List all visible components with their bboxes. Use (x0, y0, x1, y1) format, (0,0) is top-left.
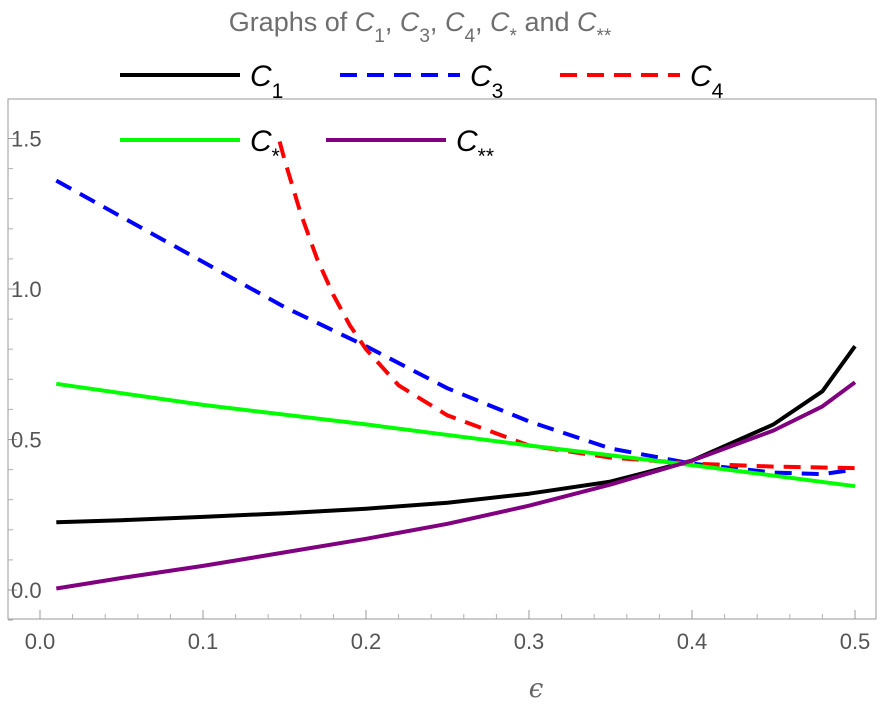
series-line-3 (56, 381, 856, 489)
series-line-1 (55, 178, 856, 477)
series-line-4 (55, 380, 857, 591)
legend-label-3: C* (250, 125, 280, 168)
legend-label-0: C1 (250, 60, 283, 103)
x-tick-label: 0.4 (677, 629, 708, 654)
x-axis-label: ϵ (529, 674, 544, 704)
legend-label-1: C3 (470, 60, 503, 103)
series-line-2 (277, 140, 856, 471)
x-ticks: 0.0 0.1 0.2 0.3 0.4 0.5 (25, 610, 871, 654)
legend-label-2: C4 (690, 60, 724, 103)
x-tick-label: 0.5 (840, 629, 871, 654)
y-tick-label: 1.0 (11, 277, 42, 302)
series-line-0 (56, 345, 857, 525)
y-tick-label: 0.5 (11, 428, 42, 453)
x-tick-label: 0.1 (188, 629, 219, 654)
y-ticks: 0.0 0.5 1.0 1.5 (8, 127, 42, 621)
y-tick-label: 1.5 (11, 127, 42, 152)
x-tick-label: 0.0 (25, 629, 56, 654)
x-tick-label: 0.2 (351, 629, 382, 654)
chart-title: Graphs of C1, C3, C4, C* and C** (229, 7, 612, 47)
plot-frame (7, 98, 877, 620)
legend-label-4: C** (456, 125, 494, 168)
y-tick-label: 0.0 (11, 578, 42, 603)
plot-area: 0.0 0.1 0.2 0.3 0.4 0.5 0.0 0.5 1.0 1.5 (7, 98, 877, 654)
series-group (55, 140, 857, 591)
x-tick-label: 0.3 (514, 629, 545, 654)
legend: C1 C3 C4 C* C** (120, 60, 724, 168)
